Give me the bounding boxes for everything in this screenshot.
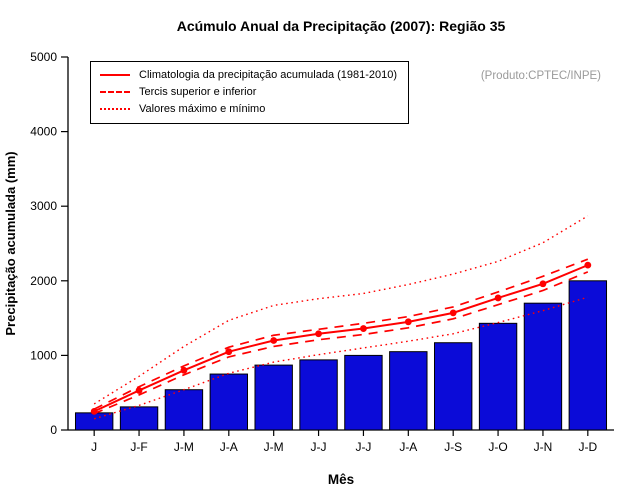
- x-tick-label: J-A: [220, 440, 238, 454]
- x-tick-label: J-M: [174, 440, 194, 454]
- y-tick-label: 4000: [30, 125, 57, 139]
- bar-bars-2007: [164, 389, 204, 431]
- x-tick-label: J-N: [534, 440, 553, 454]
- x-tick-label: J-J: [355, 440, 371, 454]
- y-tick-label: 5000: [30, 50, 57, 64]
- y-axis-title: Precipitação acumulada (mm): [3, 151, 18, 335]
- bar-bars-2007: [568, 280, 608, 431]
- legend-item-label: Valores máximo e mínimo: [139, 103, 266, 115]
- chart-legend: Climatologia da precipitação acumulada (…: [90, 61, 410, 124]
- tercile-upper-line: [93, 258, 589, 410]
- bar-bars-2007: [344, 354, 383, 431]
- climatology-point: [494, 294, 502, 302]
- climatology-point: [180, 366, 188, 374]
- product-credit: (Produto:CPTEC/INPE): [481, 70, 601, 82]
- x-tick-label: J-F: [130, 440, 147, 454]
- legend-item-label: Tercis superior e inferior: [139, 86, 257, 98]
- climatology-point: [360, 325, 367, 332]
- x-tick-label: J: [91, 440, 97, 454]
- climatology-point: [270, 337, 278, 344]
- x-axis-title: Mês: [328, 472, 354, 487]
- bar-bars-2007: [478, 322, 518, 431]
- x-tick-label: J-S: [444, 440, 462, 454]
- y-tick-label: 2000: [30, 274, 57, 288]
- x-tick-label: J-M: [264, 440, 284, 454]
- bar-bars-2007: [254, 364, 293, 431]
- legend-line-sample-solid: [100, 74, 130, 76]
- x-tick-label: J-A: [399, 440, 417, 454]
- climatology-line: [93, 264, 589, 413]
- climatology-point: [135, 387, 143, 394]
- bar-bars-2007: [299, 359, 338, 431]
- climatology-point: [539, 280, 547, 288]
- bar-bars-2007: [433, 342, 473, 431]
- legend-line-sample-dotted: [100, 108, 130, 110]
- tercile-lower-line: [93, 271, 589, 415]
- x-tick-label: J-D: [578, 440, 597, 454]
- bar-bars-2007: [209, 373, 249, 431]
- bar-bars-2007: [74, 412, 114, 431]
- legend-item: Tercis superior e inferior: [100, 84, 397, 100]
- climatology-point: [584, 261, 592, 269]
- climatology-point: [315, 330, 322, 338]
- maximum-line: [93, 215, 589, 405]
- bar-bars-2007: [119, 406, 159, 431]
- climatology-point: [225, 348, 233, 356]
- y-tick-label: 1000: [30, 348, 57, 362]
- x-tick-label: J-O: [488, 440, 507, 454]
- climatology-point: [449, 309, 457, 317]
- chart-title: Acúmulo Anual da Precipitação (2007): Re…: [177, 18, 506, 34]
- plot-area: 0 1000 2000 3000 4000 5000 J J-F J-M J-A J-M J-J J-J…: [30, 50, 614, 454]
- legend-item: Valores máximo e mínimo: [100, 101, 397, 117]
- y-tick-label: 0: [50, 423, 57, 437]
- legend-item-label: Climatologia da precipitação acumulada (…: [139, 69, 398, 81]
- bar-bars-2007: [523, 302, 563, 431]
- climatology-point: [404, 318, 412, 326]
- y-tick-label: 3000: [30, 199, 57, 213]
- x-tick-label: J-J: [311, 440, 327, 454]
- bar-bars-2007: [389, 351, 428, 431]
- legend-item: Climatologia da precipitação acumulada (…: [100, 67, 397, 83]
- climatology-point: [90, 407, 98, 415]
- legend-line-sample-dashed: [100, 91, 130, 93]
